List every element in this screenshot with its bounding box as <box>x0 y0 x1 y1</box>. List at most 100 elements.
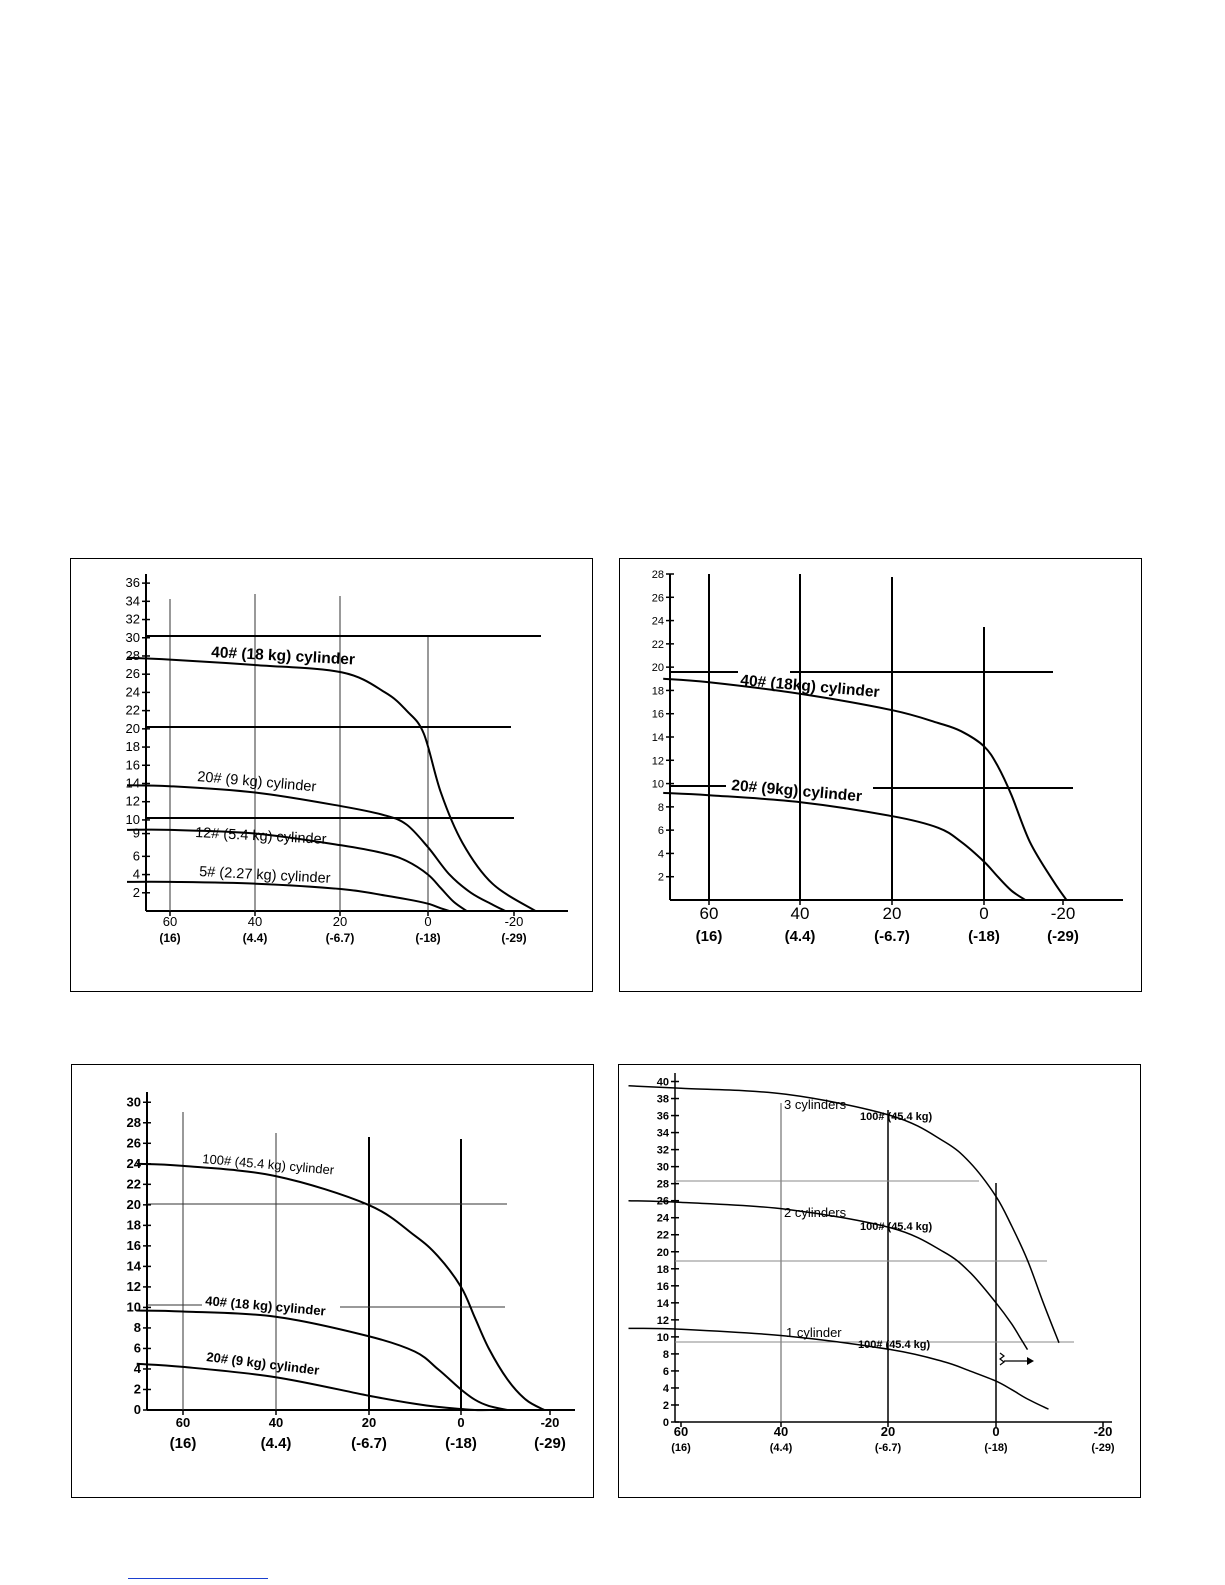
y-tick-label: 4 <box>133 867 140 882</box>
arrow-mark <box>999 1352 1005 1366</box>
y-tick-label: 14 <box>657 1298 670 1310</box>
chart-3: 02468101214161820222426283060(16)40(4.4)… <box>127 1092 575 1452</box>
x-tick-label: 40 <box>774 1424 788 1439</box>
series-line-2 <box>628 1327 1049 1410</box>
x-tick-sublabel: (-6.7) <box>351 1435 387 1452</box>
x-tick-sublabel: (16) <box>159 931 180 945</box>
y-tick-label: 22 <box>657 1230 669 1242</box>
series-line-1 <box>628 1199 1029 1351</box>
x-tick-sublabel: (16) <box>696 928 723 945</box>
x-tick-sublabel: (-29) <box>534 1435 566 1452</box>
x-tick-sublabel: (-29) <box>1091 1442 1115 1454</box>
x-tick-label: 40 <box>269 1415 283 1430</box>
series-label-20: 20# (9 kg) cylinder <box>206 1349 320 1378</box>
y-tick-label: 2 <box>663 1400 669 1412</box>
annotation-100-b: 100# (45.4 kg) <box>860 1221 932 1233</box>
x-tick-label: 40 <box>248 914 262 929</box>
y-tick-label: 18 <box>127 1217 141 1232</box>
x-tick-sublabel: (-29) <box>1047 928 1079 945</box>
series-label-100: 100# (45.4 kg) cylinder <box>202 1151 336 1178</box>
x-tick-label: 60 <box>176 1415 190 1430</box>
y-tick-label: 2 <box>134 1381 141 1396</box>
y-tick-label: 2 <box>658 872 664 884</box>
x-tick-sublabel: (-6.7) <box>874 928 910 945</box>
y-tick-label: 20 <box>652 662 664 674</box>
y-tick-label: 6 <box>133 848 140 863</box>
x-tick-sublabel: (-6.7) <box>326 931 355 945</box>
y-tick-label: 12 <box>127 1279 141 1294</box>
series-line-1 <box>126 784 506 912</box>
y-tick-label: 36 <box>657 1111 669 1123</box>
chart-2: 24681012141618202224262860(16)40(4.4)20(… <box>652 569 1123 945</box>
y-tick-label: 0 <box>663 1417 669 1429</box>
x-tick-sublabel: (16) <box>671 1442 691 1454</box>
y-tick-label: 8 <box>134 1320 141 1335</box>
x-tick-label: 60 <box>700 904 719 923</box>
y-tick-label: 28 <box>652 569 664 581</box>
series-label-20: 20# (9 kg) cylinder <box>197 769 317 795</box>
y-tick-label: 22 <box>126 703 140 718</box>
y-tick-label: 16 <box>126 757 140 772</box>
y-tick-label: 16 <box>127 1238 141 1253</box>
y-tick-label: 34 <box>126 593 140 608</box>
chart-1: 2469101214161820222426283032343660(16)40… <box>126 574 568 945</box>
x-tick-label: -20 <box>1051 904 1076 923</box>
y-tick-label: 24 <box>657 1213 670 1225</box>
series-line-0 <box>628 1085 1060 1344</box>
y-tick-label: 38 <box>657 1094 669 1106</box>
y-tick-label: 18 <box>652 685 664 697</box>
x-tick-label: -20 <box>1094 1424 1113 1439</box>
annotation-100-a: 100# (45.4 kg) <box>860 1111 932 1123</box>
y-tick-label: 28 <box>657 1179 669 1191</box>
y-tick-label: 22 <box>652 639 664 651</box>
y-tick-label: 22 <box>127 1176 141 1191</box>
y-tick-label: 24 <box>126 684 140 699</box>
annotation-100-c: 100# (45.4 kg) <box>858 1339 930 1351</box>
y-tick-label: 24 <box>652 616 664 628</box>
y-tick-label: 28 <box>127 1115 141 1130</box>
y-tick-label: 6 <box>658 825 664 837</box>
y-tick-label: 9 <box>133 826 140 841</box>
y-tick-label: 10 <box>127 1299 141 1314</box>
y-tick-label: 12 <box>126 794 140 809</box>
y-tick-label: 16 <box>657 1281 669 1293</box>
series-line-3 <box>126 880 450 912</box>
series-label-40: 40# (18kg) cylinder <box>740 672 881 701</box>
y-tick-label: 26 <box>127 1135 141 1150</box>
series-label-2cyl: 2 cylinders <box>784 1205 847 1220</box>
x-tick-label: 0 <box>424 914 431 929</box>
y-tick-label: 36 <box>126 575 140 590</box>
series-line-2 <box>126 828 468 912</box>
y-tick-label: 10 <box>126 812 140 827</box>
x-tick-label: 0 <box>457 1415 464 1430</box>
series-label-5: 5# (2.27 kg) cylinder <box>199 864 331 887</box>
series-line-0 <box>136 1162 545 1411</box>
x-tick-sublabel: (16) <box>170 1435 197 1452</box>
series-label-12: 12# (5.4 kg) cylinder <box>195 825 327 848</box>
y-tick-label: 24 <box>127 1156 142 1171</box>
x-tick-label: 20 <box>883 904 902 923</box>
series-line-0 <box>126 656 537 912</box>
chart-panel-2: 2 4 6 8 10 12 14 16 18 20 22 24 26 28 60 (16) 40 (4.4) 20(… <box>619 558 1142 992</box>
y-tick-label: 10 <box>652 779 664 791</box>
y-tick-label: 14 <box>127 1258 142 1273</box>
y-tick-label: 12 <box>657 1315 669 1327</box>
footer-link-underline[interactable] <box>128 1578 268 1579</box>
y-tick-label: 20 <box>126 721 140 736</box>
y-tick-label: 6 <box>663 1366 669 1378</box>
y-tick-label: 32 <box>657 1145 669 1157</box>
y-tick-label: 8 <box>658 802 664 814</box>
x-tick-label: 0 <box>992 1424 999 1439</box>
x-tick-sublabel: (-18) <box>968 928 1000 945</box>
series-label-3cyl: 3 cylinders <box>784 1097 847 1112</box>
chart-panel-1: 2 4 6 9 10 12 14 16 18 20 22 24 26 28 30 32 34 36 60 (16) 40… <box>70 558 593 992</box>
y-tick-label: 30 <box>127 1094 141 1109</box>
y-tick-label: 0 <box>134 1402 141 1417</box>
x-tick-label: 0 <box>979 904 988 923</box>
y-tick-label: 20 <box>127 1197 141 1212</box>
y-tick-label: 8 <box>663 1349 669 1361</box>
x-tick-label: -20 <box>505 914 524 929</box>
x-tick-label: 40 <box>791 904 810 923</box>
x-tick-sublabel: (4.4) <box>243 931 268 945</box>
x-tick-sublabel: (4.4) <box>261 1435 292 1452</box>
